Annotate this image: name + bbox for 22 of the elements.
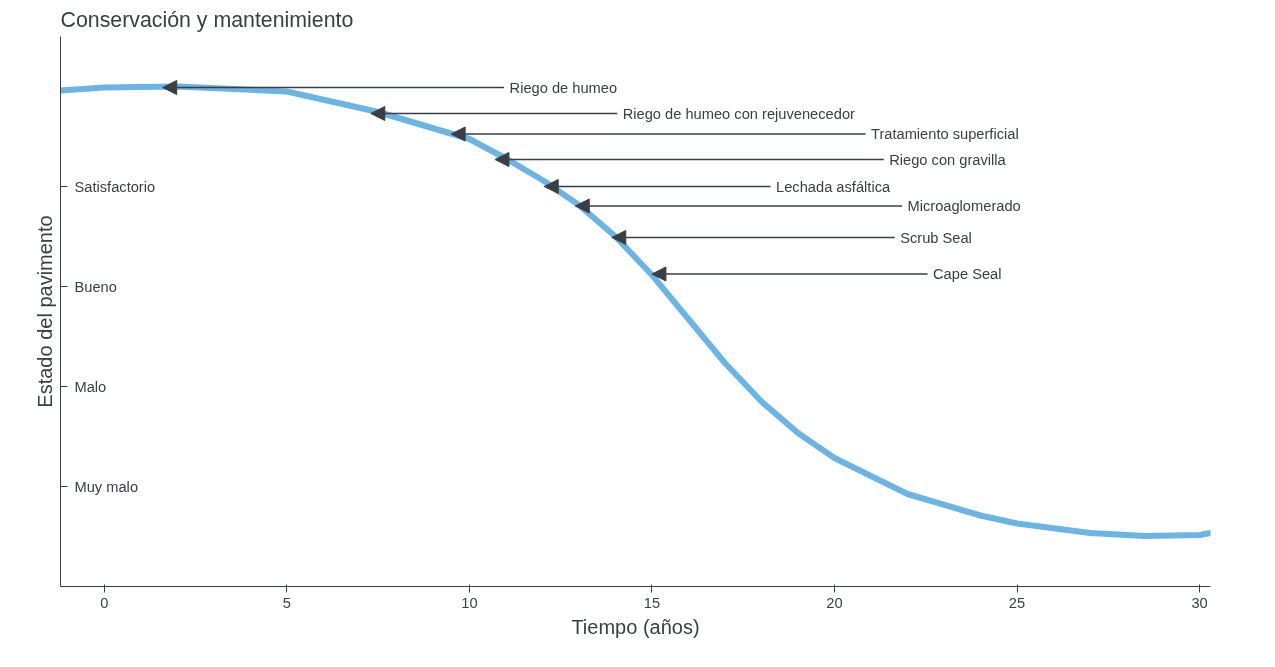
annotation: Microaglomerado [907,198,1021,214]
x-axis-title: Tiempo (años) [571,615,700,638]
annotation: Malo [74,378,107,395]
x-tick-label: 5 [282,594,291,611]
annotation: Bueno [74,278,117,295]
annotation: Riego con gravilla [889,151,1007,168]
y-axis-title: Estado del pavimento [33,215,56,408]
annotation: Riego de humeo con rejuvenecedor [622,105,856,122]
annotation: Muy malo [74,478,139,495]
x-tick-label: 25 [1008,594,1026,611]
x-tick-label: 30 [1191,594,1208,611]
annotation: Lechada asfáltica [776,178,891,195]
annotation: Tratamiento superficial [870,126,1019,142]
annotation: Riego de humeo [509,79,618,96]
x-tick-label: 15 [643,594,661,611]
x-tick-label: 10 [461,594,478,611]
annotation: Cape Seal [933,266,1002,282]
annotation: Satisfactorio [74,178,156,195]
chart-title: Conservación y mantenimiento [60,7,354,32]
annotation: Scrub Seal [900,229,972,246]
x-tick-label: 0 [100,594,109,611]
x-tick-label: 20 [826,594,843,611]
